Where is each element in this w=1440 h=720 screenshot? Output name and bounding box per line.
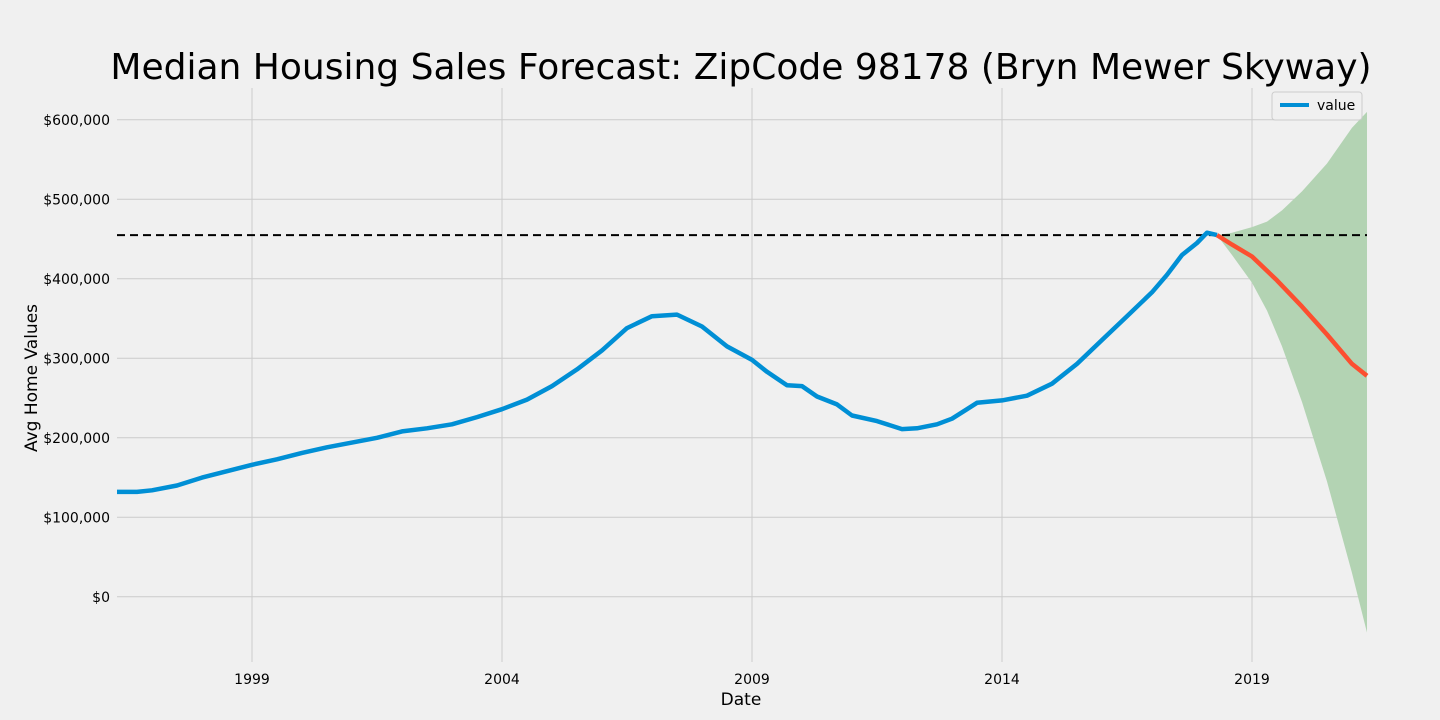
confidence-band-layer [1217, 111, 1367, 633]
x-axis-label: Date [721, 690, 762, 710]
grid [117, 88, 1367, 662]
y-tick-label: $300,000 [43, 351, 110, 367]
y-tick-label: $600,000 [43, 113, 110, 129]
chart-title: Median Housing Sales Forecast: ZipCode 9… [110, 47, 1371, 88]
y-tick-label: $0 [92, 590, 110, 606]
x-tick-label: 2004 [484, 672, 520, 688]
legend: value [1271, 91, 1363, 121]
y-tick-label: $500,000 [43, 192, 110, 208]
history-line [117, 230, 1218, 495]
y-tick-label: $400,000 [43, 272, 110, 288]
legend-label-value: value [1317, 98, 1355, 114]
forecast-line [1215, 233, 1369, 378]
tick-labels: $0 $100,000 $200,000 $300,000 $400,000 $500,0… [43, 113, 1270, 688]
series-layer [117, 230, 1369, 495]
y-axis-label: Avg Home Values [22, 304, 42, 452]
x-tick-label: 2009 [734, 672, 770, 688]
legend-frame [1271, 91, 1363, 121]
y-tick-label: $100,000 [43, 510, 110, 526]
x-tick-label: 2019 [1234, 672, 1270, 688]
y-tick-label: $200,000 [43, 431, 110, 447]
x-tick-label: 2014 [984, 672, 1020, 688]
x-tick-label: 1999 [234, 672, 270, 688]
confidence-band [1217, 111, 1367, 633]
